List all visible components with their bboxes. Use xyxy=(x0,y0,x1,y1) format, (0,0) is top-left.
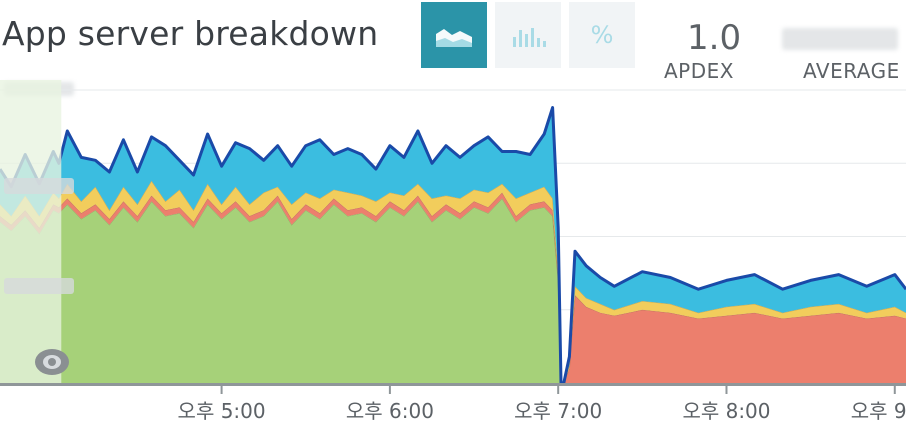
widget-title: App server breakdown xyxy=(2,14,379,53)
stacked-area-chart: 오후 5:00 오후 6:00 오후 7:00 오후 8:00 오후 9:00 xyxy=(0,80,906,423)
area-chart-icon xyxy=(436,29,472,47)
apdex-value: 1.0 xyxy=(687,18,742,58)
x-tick-label-0: 오후 5:00 xyxy=(178,399,266,423)
x-tick-label-1: 오후 6:00 xyxy=(346,399,434,423)
percent-icon: % xyxy=(590,21,614,49)
total-line xyxy=(0,106,906,385)
series-area-yellow xyxy=(0,180,906,383)
series-area-cyan xyxy=(0,107,906,383)
y-label-redacted-1 xyxy=(4,278,74,294)
x-tick-label-4: 오후 9:00 xyxy=(851,399,906,423)
area-chart-button[interactable] xyxy=(421,2,487,68)
percent-button[interactable]: % xyxy=(569,2,635,68)
series-area-green xyxy=(0,198,906,383)
average-value-redacted xyxy=(782,28,898,50)
shaded-region xyxy=(0,80,62,383)
series-area-red xyxy=(0,192,906,383)
y-label-redacted-0 xyxy=(4,178,74,194)
histogram-button[interactable] xyxy=(495,2,561,68)
x-tick-label-2: 오후 7:00 xyxy=(514,399,602,423)
apdex-label: APDEX xyxy=(664,59,734,83)
deployment-marker-icon[interactable] xyxy=(35,349,69,375)
x-tick-label-3: 오후 8:00 xyxy=(682,399,770,423)
average-label: AVERAGE xyxy=(803,59,900,83)
histogram-icon xyxy=(513,28,546,47)
